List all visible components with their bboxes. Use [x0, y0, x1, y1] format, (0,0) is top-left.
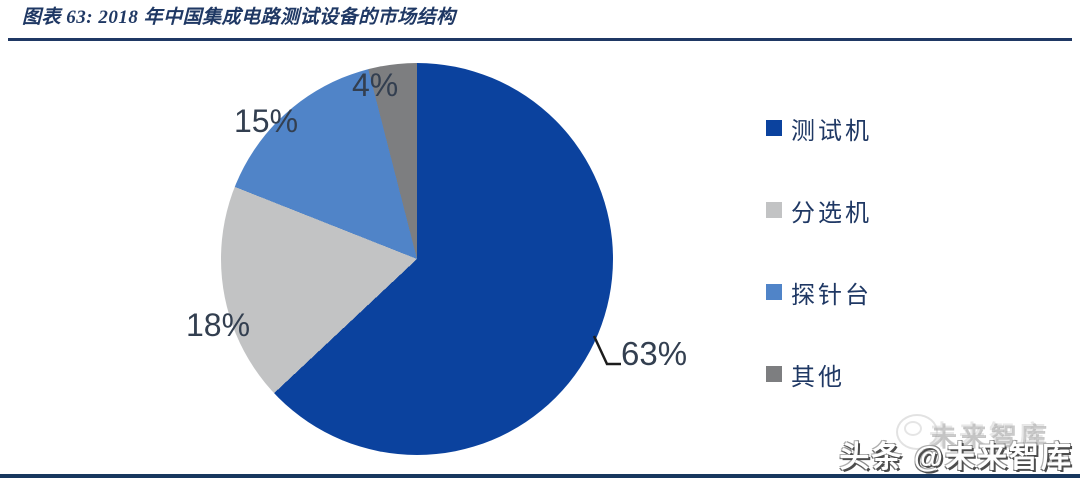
watermark-ghost-text: 未来智库: [930, 421, 1051, 451]
legend-item-probers: 探针台: [766, 278, 872, 309]
legend-label: 其他: [791, 364, 845, 391]
legend-swatch-icon: [766, 366, 782, 382]
legend-item-handlers: 分选机: [766, 196, 872, 227]
legend-swatch-icon: [766, 120, 782, 136]
legend-swatch-icon: [766, 202, 782, 218]
watermark-text: 头条 @未来智库: [839, 441, 1073, 474]
legend-swatch-icon: [766, 284, 782, 300]
figure-title: 图表 63: 2018 年中国集成电路测试设备的市场结构: [22, 7, 456, 28]
slice-label-probers: 15%: [234, 103, 299, 139]
watermark-logo-icon: [896, 414, 938, 450]
legend-item-testers: 测试机: [766, 114, 872, 145]
pie-chart: [221, 63, 613, 455]
top-rule: [8, 38, 1072, 41]
legend-label: 分选机: [791, 200, 872, 227]
slice-label-testers: 63%: [621, 335, 688, 372]
slice-label-handlers: 18%: [186, 307, 251, 343]
legend-label: 测试机: [791, 118, 872, 145]
legend-label: 探针台: [791, 282, 872, 309]
slice-label-others: 4%: [352, 67, 399, 103]
legend: 测试机 分选机 探针台 其他: [766, 114, 872, 442]
bottom-rule: [0, 474, 1080, 478]
legend-item-others: 其他: [766, 360, 872, 391]
